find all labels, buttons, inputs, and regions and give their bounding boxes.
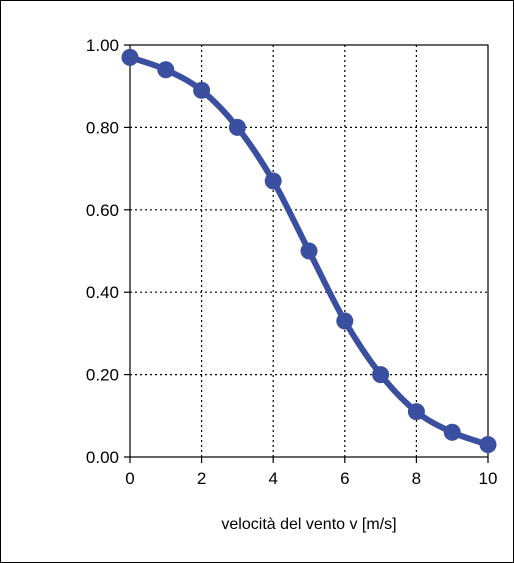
x-tick-label: 4	[268, 469, 277, 488]
data-point-marker	[193, 82, 210, 99]
x-axis-title: velocità del vento v [m/s]	[221, 516, 396, 533]
ticks: 0 2 4 6 8 10 0.00 0.20 0.40 0.60 0.80 1.00	[86, 36, 498, 488]
y-tick-label: 0.80	[86, 118, 119, 137]
x-tick-label: 8	[412, 469, 421, 488]
data-point-marker	[480, 436, 497, 453]
y-tick-label: 0.60	[86, 201, 119, 220]
y-tick-label: 1.00	[86, 36, 119, 55]
x-tick-label: 10	[479, 469, 498, 488]
series	[122, 49, 497, 453]
x-tick-label: 6	[340, 469, 349, 488]
data-point-marker	[301, 243, 318, 260]
data-point-marker	[122, 49, 139, 66]
data-point-marker	[408, 403, 425, 420]
y-tick-label: 0.40	[86, 283, 119, 302]
data-point-marker	[229, 119, 246, 136]
data-point-marker	[372, 366, 389, 383]
y-tick-label: 0.20	[86, 366, 119, 385]
data-point-marker	[444, 424, 461, 441]
data-point-marker	[157, 61, 174, 78]
y-tick-label: 0.00	[86, 448, 119, 467]
data-point-marker	[265, 172, 282, 189]
x-tick-label: 0	[125, 469, 134, 488]
data-point-marker	[336, 313, 353, 330]
x-tick-label: 2	[197, 469, 206, 488]
